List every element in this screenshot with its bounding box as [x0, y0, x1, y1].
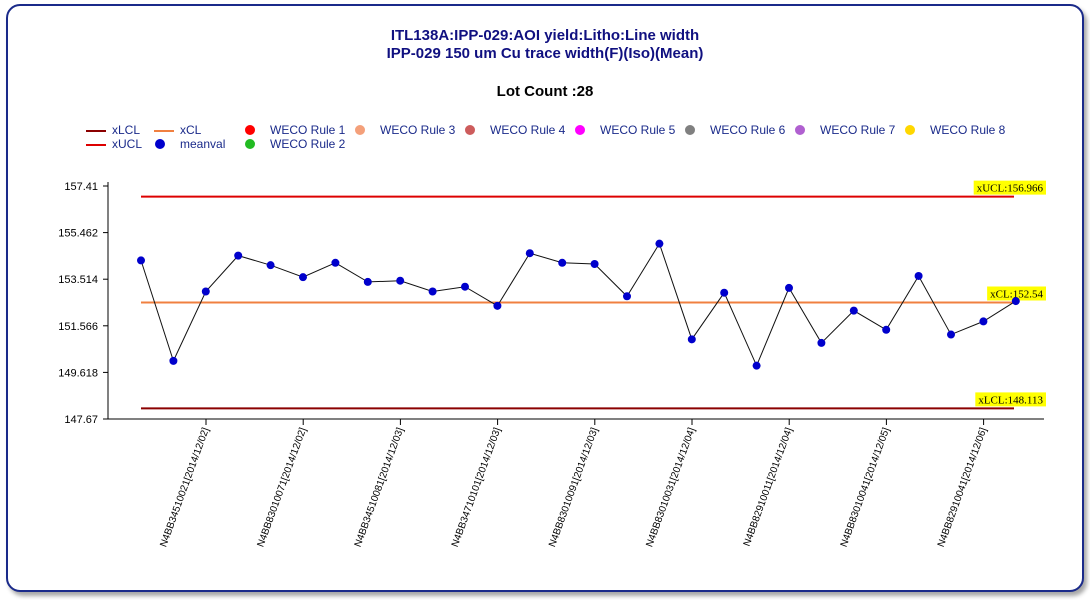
legend-label: WECO Rule 1: [270, 123, 346, 137]
legend-label: WECO Rule 7: [820, 123, 896, 137]
meanval-point: [947, 330, 955, 339]
meanval-point: [331, 258, 340, 267]
legend-label: WECO Rule 8: [930, 123, 1006, 137]
legend-label: xLCL: [112, 123, 141, 137]
meanval-point: [785, 283, 793, 292]
x-tick-label: N4BB83010041[2014/12/05]: [839, 426, 893, 549]
limit-label-bg: [987, 286, 1046, 301]
meanval-point: [493, 301, 502, 310]
legend-dot-swatch: [245, 139, 255, 149]
legend-line-swatch: [154, 130, 174, 132]
meanval-point: [623, 292, 631, 301]
limit-label-xlcl: xLCL:148.113: [978, 394, 1043, 406]
chart-frame: [6, 4, 1084, 592]
x-tick-label: N4BB82910041[2014/12/06]: [936, 426, 990, 549]
legend-dot-swatch: [795, 125, 805, 135]
y-tick-label: 157.41: [64, 181, 98, 193]
meanval-point: [169, 356, 178, 365]
meanval-point: [655, 239, 664, 248]
meanval-point: [914, 271, 923, 280]
legend-dot-swatch: [905, 125, 915, 135]
lot-count: Lot Count :28: [496, 83, 594, 100]
chart-title: ITL138A:IPP-029:AOI yield:Litho:Line wid…: [390, 27, 700, 44]
legend-dot-swatch: [355, 125, 365, 135]
meanval-point: [363, 277, 372, 286]
limit-label-xcl: xCL:152.54: [990, 289, 1043, 301]
legend-label: xUCL: [112, 137, 143, 151]
meanval-point: [266, 261, 275, 270]
meanval-point: [849, 306, 858, 315]
meanval-point: [525, 249, 534, 258]
legend-dot-swatch: [685, 125, 695, 135]
meanval-point: [817, 338, 826, 347]
y-tick-label: 151.566: [58, 321, 98, 333]
legend-line-swatch: [86, 130, 106, 132]
meanval-point: [590, 259, 599, 268]
meanval-point: [234, 251, 243, 260]
chart-subtitle: IPP-029 150 um Cu trace width(F)(Iso)(Me…: [386, 45, 704, 62]
x-tick-label: N4BB83010071[2014/12/02]: [256, 426, 310, 549]
meanval-point: [1011, 297, 1020, 306]
meanval-point: [201, 287, 210, 296]
legend-label: WECO Rule 2: [270, 137, 346, 151]
limit-label-bg: [975, 392, 1046, 407]
meanval-point: [979, 317, 988, 326]
legend-label: xCL: [180, 123, 202, 137]
legend-label: WECO Rule 3: [380, 123, 456, 137]
legend-line-swatch: [86, 144, 106, 146]
legend-label: meanval: [180, 137, 226, 151]
meanval-point: [461, 282, 469, 291]
meanval-point: [396, 276, 405, 285]
limit-label-bg: [973, 180, 1046, 195]
y-tick-label: 149.618: [58, 367, 98, 379]
legend-label: WECO Rule 4: [490, 123, 566, 137]
meanval-point: [428, 287, 437, 296]
legend-label: WECO Rule 6: [710, 123, 786, 137]
meanval-point: [752, 361, 761, 370]
meanval-point: [882, 325, 891, 334]
x-tick-label: N4BB34510021[2014/12/02]: [158, 426, 212, 549]
legend-dot-swatch: [465, 125, 475, 135]
limit-label-xucl: xUCL:156.966: [977, 183, 1044, 195]
y-tick-label: 147.67: [64, 414, 98, 426]
meanval-point: [299, 273, 307, 282]
legend-dot-swatch: [245, 125, 255, 135]
y-tick-label: 155.462: [58, 228, 98, 240]
x-tick-label: N4BB82910011[2014/12/04]: [742, 426, 795, 548]
meanval-point: [137, 256, 145, 265]
x-tick-label: N4BB34710101[2014/12/03]: [450, 426, 504, 549]
meanval-point: [558, 258, 567, 267]
y-tick-label: 153.514: [58, 274, 98, 286]
meanval-line: [140, 242, 1017, 367]
x-tick-label: N4BB83010031[2014/12/04]: [644, 426, 698, 549]
legend-label: WECO Rule 5: [600, 123, 676, 137]
x-tick-label: N4BB83010091[2014/12/03]: [547, 426, 601, 549]
meanval-point: [687, 335, 696, 344]
legend-dot-swatch: [155, 139, 165, 149]
x-tick-label: N4BB34510081[2014/12/03]: [353, 426, 407, 549]
meanval-point: [720, 288, 729, 297]
legend-dot-swatch: [575, 125, 585, 135]
